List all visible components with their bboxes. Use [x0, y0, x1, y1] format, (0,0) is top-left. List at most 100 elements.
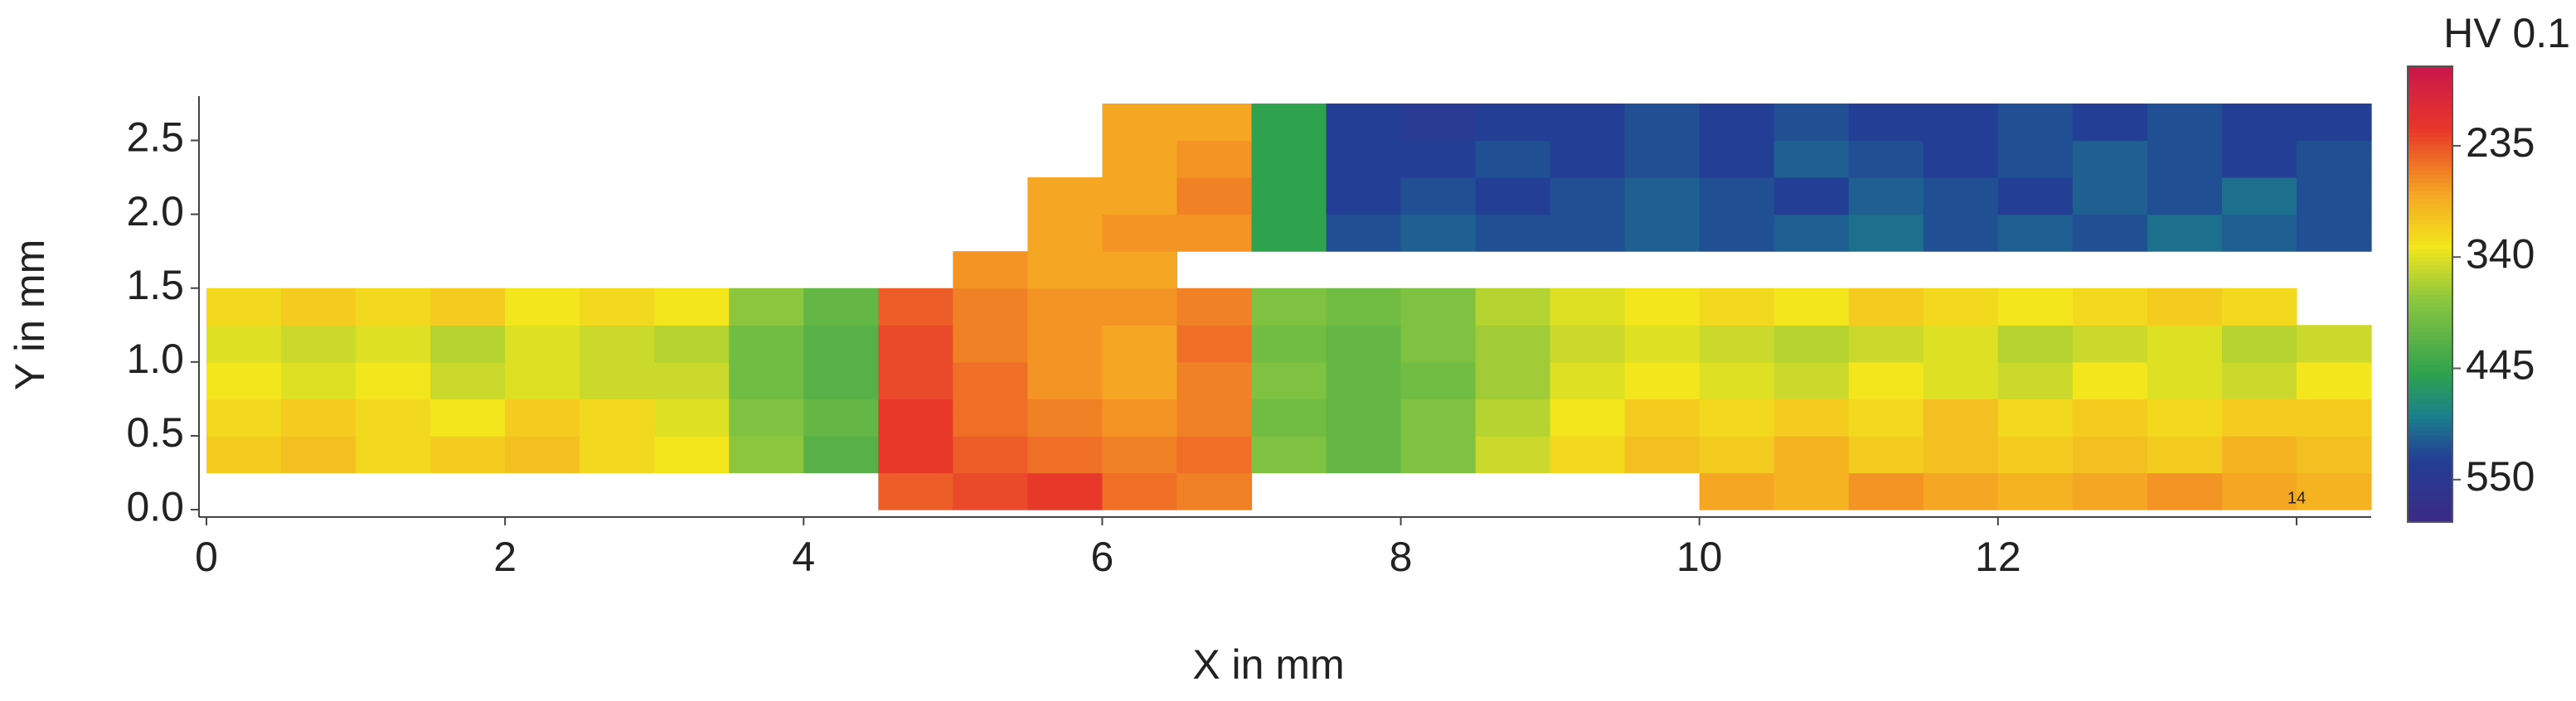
heat-cell	[953, 251, 1028, 289]
heat-cell	[1027, 399, 1104, 437]
colorbar-swatch	[2408, 315, 2452, 320]
colorbar-swatch	[2408, 224, 2452, 229]
heat-cell	[953, 399, 1028, 437]
heat-cell	[356, 288, 431, 326]
heat-cell	[1400, 103, 1477, 142]
heat-cell	[1848, 214, 1924, 252]
colorbar-swatch	[2408, 468, 2452, 473]
heat-cell	[580, 288, 655, 326]
colorbar-swatch	[2408, 70, 2452, 75]
heat-cell	[878, 361, 953, 400]
heat-cell	[2221, 399, 2297, 437]
heat-cell	[1102, 251, 1178, 289]
y-tick-label: 0.0	[126, 483, 184, 529]
colorbar-swatch	[2408, 352, 2452, 357]
colorbar-swatch	[2408, 269, 2452, 274]
colorbar-swatch	[2408, 447, 2452, 452]
colorbar-swatch	[2408, 153, 2452, 158]
colorbar-swatch	[2408, 203, 2452, 208]
colorbar-swatch	[2408, 501, 2452, 506]
colorbar-swatch	[2408, 294, 2452, 299]
heat-cell	[1102, 361, 1178, 400]
heat-cell	[729, 361, 804, 400]
heat-cell	[953, 361, 1028, 400]
heat-cell	[1176, 140, 1253, 178]
colorbar-swatch	[2408, 452, 2452, 457]
colorbar-swatch	[2408, 91, 2452, 96]
heat-cell	[1326, 177, 1402, 215]
heat-cell	[1773, 361, 1850, 400]
heat-cell	[356, 435, 431, 474]
heat-cell	[206, 325, 282, 363]
heat-cell	[729, 288, 804, 326]
colorbar-swatch	[2408, 481, 2452, 486]
colorbar-swatch	[2408, 311, 2452, 316]
heat-cell	[729, 325, 804, 363]
heat-cell	[1550, 140, 1626, 178]
heat-cell	[1923, 288, 1999, 326]
colorbar-swatch	[2408, 460, 2452, 465]
heat-cell	[1475, 140, 1551, 178]
heat-cell	[1251, 399, 1327, 437]
colorbar-swatch	[2408, 66, 2452, 71]
heat-cell	[1475, 361, 1551, 400]
heat-cell	[1102, 399, 1178, 437]
heat-cell	[1773, 214, 1850, 252]
heat-cell	[1699, 399, 1775, 437]
heat-cell	[1624, 288, 1700, 326]
heat-cell	[281, 399, 357, 437]
heat-cell	[1773, 140, 1850, 178]
heat-cell	[2296, 472, 2372, 510]
heat-cell	[1326, 435, 1402, 474]
heat-cell	[1475, 177, 1551, 215]
heat-cell	[2221, 177, 2297, 215]
heat-cell	[2296, 214, 2372, 252]
colorbar-swatch	[2408, 199, 2452, 204]
heat-cell	[1848, 399, 1924, 437]
colorbar-swatch	[2408, 369, 2452, 374]
heat-cell	[1997, 472, 2074, 510]
colorbar-swatch	[2408, 149, 2452, 154]
colorbar-swatch	[2408, 145, 2452, 150]
x-tick-label: 6	[1091, 534, 1114, 580]
heat-cell	[1251, 214, 1327, 252]
heat-cell	[878, 325, 953, 363]
heat-cell	[1400, 140, 1477, 178]
heat-cell	[2221, 140, 2297, 178]
colorbar-swatch	[2408, 373, 2452, 378]
heat-cell	[654, 288, 730, 326]
heat-cell	[878, 399, 953, 437]
heat-cell	[1773, 177, 1850, 215]
heat-cell	[1773, 288, 1850, 326]
heat-cell	[1624, 435, 1700, 474]
heat-cell	[1923, 177, 1999, 215]
heat-cell	[356, 325, 431, 363]
colorbar-swatch	[2408, 497, 2452, 502]
heat-cell	[1997, 399, 2074, 437]
heat-cell	[1102, 288, 1178, 326]
colorbar-swatch	[2408, 377, 2452, 382]
colorbar-swatch	[2408, 75, 2452, 80]
heat-cell	[2147, 140, 2223, 178]
colorbar-swatch	[2408, 290, 2452, 295]
heat-cell	[1475, 103, 1551, 142]
colorbar-swatch	[2408, 443, 2452, 448]
colorbar-swatch	[2408, 244, 2452, 249]
colorbar-swatch	[2408, 356, 2452, 361]
heat-cell	[430, 399, 506, 437]
heat-cell	[1176, 288, 1253, 326]
heat-cell	[803, 288, 879, 326]
heat-cell	[1326, 288, 1402, 326]
colorbar-swatch	[2408, 414, 2452, 419]
colorbar-swatch	[2408, 472, 2452, 477]
heat-cell	[1699, 288, 1775, 326]
x-tick-label: 2	[493, 534, 517, 580]
heat-cell	[729, 435, 804, 474]
colorbar-swatch	[2408, 95, 2452, 100]
colorbar-swatch	[2408, 319, 2452, 324]
colorbar-swatch	[2408, 340, 2452, 345]
colorbar-swatch	[2408, 485, 2452, 490]
colorbar-swatch	[2408, 323, 2452, 328]
colorbar-swatch	[2408, 381, 2452, 386]
heat-cell	[2072, 103, 2148, 142]
